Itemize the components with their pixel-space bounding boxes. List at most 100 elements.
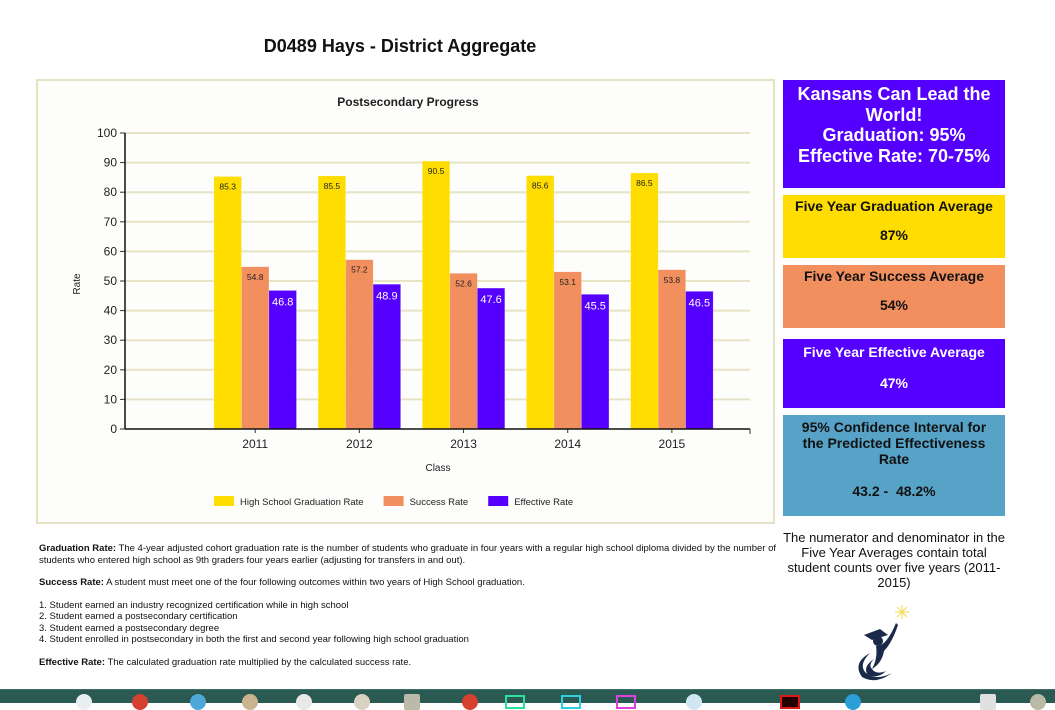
legend-label: Success Rate bbox=[410, 497, 469, 508]
outcome-item: 1. Student earned an industry recognized… bbox=[39, 599, 349, 611]
x-tick-label: 2012 bbox=[346, 437, 373, 451]
dock-app-icon[interactable] bbox=[561, 695, 581, 709]
effective-rate-definition: Effective Rate: The calculated graduatio… bbox=[39, 657, 779, 669]
bar-success-rate bbox=[241, 266, 270, 430]
bar-high-school-graduation-rate bbox=[630, 172, 659, 430]
bar-high-school-graduation-rate bbox=[422, 160, 451, 430]
legend-label: Effective Rate bbox=[514, 497, 573, 508]
effective-average-value: 47% bbox=[879, 375, 909, 391]
graduation-average-value: 87% bbox=[879, 227, 909, 243]
y-tick-label: 20 bbox=[104, 363, 118, 377]
dock-app-icon[interactable] bbox=[462, 694, 478, 710]
page-title: D0489 Hays - District Aggregate bbox=[263, 36, 537, 56]
graduation-rate-term: Graduation Rate: bbox=[39, 543, 117, 554]
success-average-value: 54% bbox=[879, 297, 909, 313]
bar-success-rate bbox=[449, 273, 478, 430]
bar-effective-rate bbox=[268, 290, 297, 430]
data-label: 47.6 bbox=[480, 294, 501, 306]
graduation-average-box: Five Year Graduation Average 87% bbox=[783, 195, 1005, 258]
success-rate-text: A student must meet one of the four foll… bbox=[103, 577, 525, 588]
goal-line-3: Graduation: 95% bbox=[822, 125, 966, 145]
dock-app-icon[interactable] bbox=[1030, 694, 1046, 710]
dock-app-icon[interactable] bbox=[780, 695, 800, 709]
success-average-label: Five Year Success Average bbox=[803, 268, 985, 284]
dock-app-icon[interactable] bbox=[242, 694, 258, 710]
y-tick-label: 80 bbox=[104, 185, 118, 199]
success-outcomes-list: 1. Student earned an industry recognized… bbox=[39, 600, 779, 646]
bar-success-rate bbox=[553, 271, 582, 430]
kansans-can-goal-box: Kansans Can Lead the World! Graduation: … bbox=[783, 80, 1005, 188]
bar-effective-rate bbox=[372, 284, 401, 430]
data-label: 57.2 bbox=[351, 265, 368, 275]
x-tick-label: 2011 bbox=[242, 437, 268, 451]
graduation-average-label: Five Year Graduation Average bbox=[795, 198, 993, 214]
data-label: 85.3 bbox=[219, 182, 236, 192]
data-label: 90.5 bbox=[428, 166, 445, 176]
data-label: 53.1 bbox=[559, 277, 576, 287]
data-label: 45.5 bbox=[584, 300, 605, 312]
x-axis-label: Class bbox=[425, 463, 450, 474]
graduation-rate-definition: Graduation Rate: The 4-year adjusted coh… bbox=[39, 543, 779, 566]
effective-average-label: Five Year Effective Average bbox=[803, 344, 985, 360]
effective-rate-term: Effective Rate: bbox=[39, 656, 105, 668]
kansans-can-logo-icon bbox=[858, 605, 909, 681]
bar-effective-rate bbox=[685, 291, 714, 430]
goal-line-2: World! bbox=[865, 104, 923, 125]
dock-app-icon[interactable] bbox=[980, 694, 996, 710]
success-rate-term: Success Rate: bbox=[39, 577, 104, 588]
y-tick-label: 40 bbox=[104, 304, 118, 318]
legend-swatch bbox=[488, 496, 509, 506]
x-tick-label: 2015 bbox=[659, 437, 686, 451]
dock-app-icon[interactable] bbox=[505, 695, 525, 709]
dock-app-icon[interactable] bbox=[354, 694, 370, 710]
dock-app-icon[interactable] bbox=[616, 695, 636, 709]
bar-high-school-graduation-rate bbox=[317, 175, 346, 430]
dock-app-icon[interactable] bbox=[76, 694, 92, 710]
confidence-line-1: 95% Confidence Interval for bbox=[801, 419, 987, 435]
data-label: 85.6 bbox=[532, 181, 549, 191]
y-tick-label: 50 bbox=[104, 274, 118, 288]
legend-swatch bbox=[214, 496, 234, 506]
outcome-item: 2. Student earned a postsecondary certif… bbox=[39, 611, 238, 622]
outcome-item: 4. Student enrolled in postsecondary in … bbox=[39, 634, 469, 645]
confidence-interval-label: 95% Confidence Interval for the Predicte… bbox=[783, 415, 1005, 467]
y-tick-label: 100 bbox=[97, 126, 117, 140]
dock-app-icon[interactable] bbox=[686, 694, 702, 710]
bar-high-school-graduation-rate bbox=[213, 176, 242, 430]
success-average-box: Five Year Success Average 54% bbox=[783, 265, 1005, 328]
legend-swatch bbox=[383, 496, 404, 506]
effective-average-box: Five Year Effective Average 47% bbox=[783, 339, 1005, 408]
data-label: 46.8 bbox=[272, 296, 293, 308]
dock-app-icon[interactable] bbox=[296, 694, 312, 710]
bar-effective-rate bbox=[581, 294, 610, 430]
postsecondary-progress-chart: Postsecondary Progress Rate Class 85.3 54… bbox=[72, 95, 751, 508]
data-label: 48.9 bbox=[376, 290, 397, 302]
dock-app-icon[interactable] bbox=[190, 694, 206, 710]
y-tick-label: 70 bbox=[104, 215, 118, 229]
bar-high-school-graduation-rate bbox=[526, 175, 555, 430]
x-tick-label: 2014 bbox=[554, 437, 581, 451]
bar-success-rate bbox=[657, 269, 686, 430]
y-tick-label: 60 bbox=[104, 244, 118, 258]
dock-app-icon[interactable] bbox=[404, 694, 420, 710]
data-label: 86.5 bbox=[636, 178, 653, 188]
dock-app-icon[interactable] bbox=[845, 694, 861, 710]
confidence-line-3: Rate bbox=[878, 451, 910, 467]
goal-line-4: Effective Rate: 70-75% bbox=[797, 145, 991, 166]
data-label: 46.5 bbox=[689, 297, 710, 309]
taskbar-dock bbox=[0, 689, 1055, 710]
data-label: 85.5 bbox=[324, 181, 341, 191]
chart-title: Postsecondary Progress bbox=[337, 95, 479, 109]
data-label: 53.8 bbox=[664, 275, 681, 285]
confidence-interval-value: 43.2 - 48.2% bbox=[852, 483, 936, 499]
effective-rate-text: The calculated graduation rate multiplie… bbox=[105, 656, 412, 668]
x-tick-label: 2013 bbox=[450, 437, 477, 451]
success-rate-definition: Success Rate: A student must meet one of… bbox=[39, 577, 779, 589]
y-tick-label: 90 bbox=[104, 156, 118, 170]
outcome-item: 3. Student earned a postsecondary degree bbox=[39, 622, 220, 634]
bar-success-rate bbox=[345, 259, 374, 430]
data-label: 52.6 bbox=[455, 278, 472, 288]
dock-app-icon[interactable] bbox=[132, 694, 148, 710]
bar-effective-rate bbox=[477, 287, 506, 430]
definitions-section: Graduation Rate: The 4-year adjusted coh… bbox=[39, 543, 779, 679]
